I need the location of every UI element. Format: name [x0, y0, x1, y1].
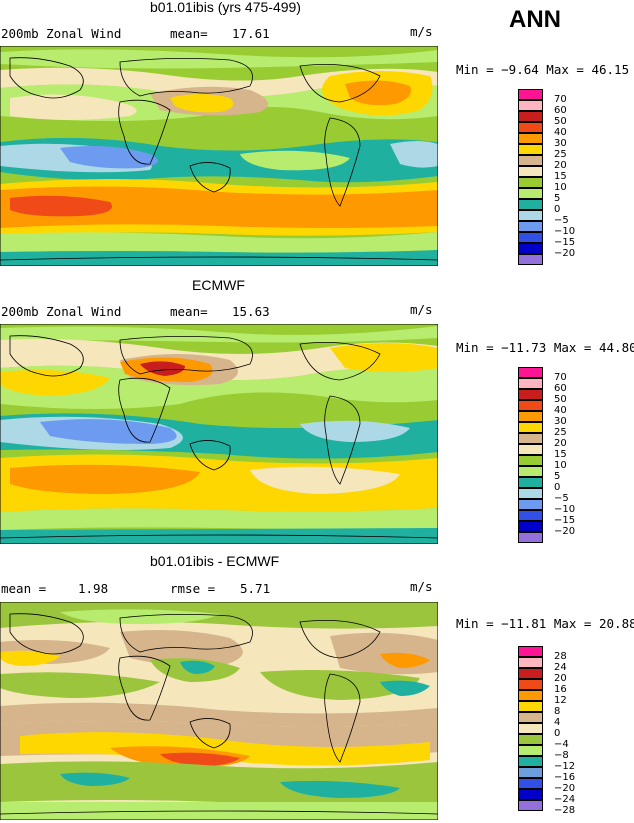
mean-label: mean =: [1, 581, 47, 596]
legend-tick: 50: [554, 394, 567, 405]
panel-title: ECMWF: [192, 277, 245, 293]
legend-tick: −20: [554, 248, 576, 259]
legend-tick: 20: [554, 160, 567, 171]
legend-tick: −15: [554, 237, 576, 248]
legend-tick: 30: [554, 138, 567, 149]
legend-tick: 50: [554, 116, 567, 127]
legend-tick: 24: [554, 662, 567, 673]
legend-tick: −10: [554, 226, 576, 237]
legend-tick: −12: [554, 761, 576, 772]
legend-tick: 60: [554, 105, 567, 116]
panel-title: b01.01ibis - ECMWF: [150, 553, 280, 569]
legend-tick: 20: [554, 673, 567, 684]
legend-tick: −5: [554, 215, 569, 226]
legend-tick: 8: [554, 706, 561, 717]
legend-tick: 70: [554, 94, 567, 105]
min-max-label: Min = −9.64 Max = 46.15: [456, 62, 630, 77]
legend-tick: 40: [554, 127, 567, 138]
legend-tick: 5: [554, 193, 561, 204]
mean-label: mean=: [170, 26, 208, 41]
season-label: ANN: [509, 6, 561, 33]
contour-map: [0, 46, 438, 266]
legend-tick: −5: [554, 493, 569, 504]
rmse-value: 5.71: [240, 581, 271, 596]
min-max-label: Min = −11.81 Max = 20.88: [456, 616, 634, 631]
legend-tick: 60: [554, 383, 567, 394]
contour-map: [0, 602, 438, 820]
legend-tick: 10: [554, 182, 567, 193]
mean-value: 1.98: [78, 581, 109, 596]
legend-tick: −24: [554, 794, 576, 805]
legend-tick: 4: [554, 717, 561, 728]
min-max-label: Min = −11.73 Max = 44.80: [456, 340, 634, 355]
legend-tick: 20: [554, 438, 567, 449]
legend-tick: −4: [554, 739, 569, 750]
legend-tick: 70: [554, 372, 567, 383]
legend-tick: −20: [554, 783, 576, 794]
mean-label: mean=: [170, 304, 208, 319]
legend-tick: 10: [554, 460, 567, 471]
legend-tick: −8: [554, 750, 569, 761]
legend-tick: 5: [554, 471, 561, 482]
legend-tick: −28: [554, 805, 576, 816]
legend-tick: 28: [554, 651, 567, 662]
units-label: m/s: [410, 24, 433, 39]
legend-tick: 25: [554, 427, 567, 438]
mean-value: 15.63: [232, 304, 270, 319]
legend-tick: −16: [554, 772, 576, 783]
legend-tick: −10: [554, 504, 576, 515]
units-label: m/s: [410, 579, 433, 594]
rmse-label: rmse =: [170, 581, 216, 596]
field-label: 200mb Zonal Wind: [1, 304, 122, 319]
legend-tick: 16: [554, 684, 567, 695]
field-label: 200mb Zonal Wind: [1, 26, 122, 41]
legend-tick: 40: [554, 405, 567, 416]
legend-tick: 0: [554, 204, 561, 215]
legend-tick: 30: [554, 416, 567, 427]
legend-tick: −15: [554, 515, 576, 526]
legend-tick: 15: [554, 449, 567, 460]
legend-tick: 25: [554, 149, 567, 160]
panel-title: b01.01ibis (yrs 475-499): [150, 0, 301, 15]
units-label: m/s: [410, 302, 433, 317]
legend-tick: 15: [554, 171, 567, 182]
legend-tick: 12: [554, 695, 567, 706]
mean-value: 17.61: [232, 26, 270, 41]
legend-tick: 0: [554, 728, 561, 739]
contour-map: [0, 324, 438, 544]
legend-tick: 0: [554, 482, 561, 493]
legend-tick: −20: [554, 526, 576, 537]
